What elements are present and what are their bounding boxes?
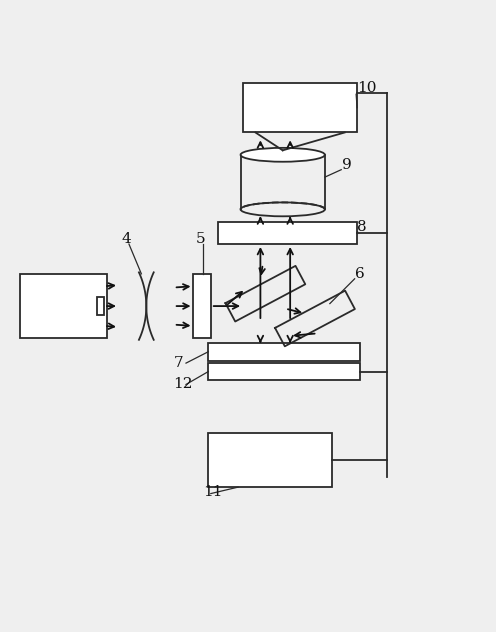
Text: 11: 11 [203,485,223,499]
Bar [208,343,360,361]
Text: 9: 9 [342,158,352,172]
Bar [208,363,360,380]
Ellipse shape [241,148,325,162]
Text: 4: 4 [122,232,131,246]
Text: 7: 7 [174,356,183,370]
Text: 10: 10 [357,81,376,95]
Bar [243,83,357,133]
Bar [97,297,104,315]
Bar [193,274,211,338]
Text: 8: 8 [357,220,367,234]
Text: 12: 12 [174,377,193,391]
Text: 6: 6 [355,267,365,281]
Text: 5: 5 [196,232,205,246]
Bar [20,274,107,338]
Bar [208,432,332,487]
Bar [218,222,357,244]
